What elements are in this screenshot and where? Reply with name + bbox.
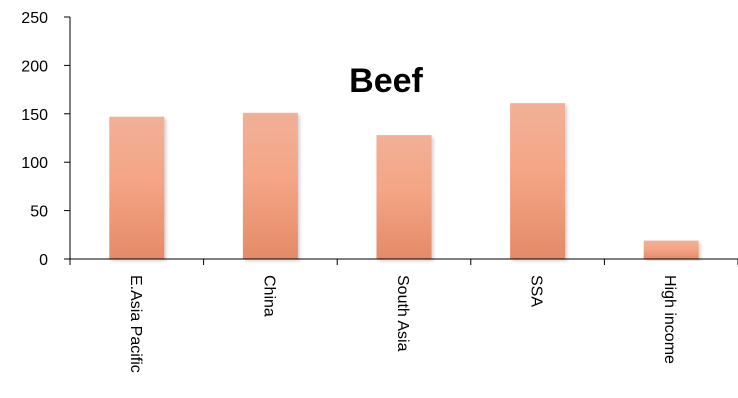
x-category-label: South Asia bbox=[394, 275, 411, 352]
x-category-label: SSA bbox=[528, 275, 545, 307]
bar bbox=[109, 116, 165, 259]
bar bbox=[643, 240, 699, 259]
y-tick-label: 150 bbox=[21, 107, 48, 124]
bar bbox=[376, 135, 432, 259]
y-axis-ticks: 0 50 100 150 200 250 bbox=[21, 10, 70, 269]
y-tick-label: 50 bbox=[30, 204, 48, 221]
bar bbox=[510, 103, 566, 259]
y-tick-label: 0 bbox=[39, 252, 48, 269]
y-tick-label: 250 bbox=[21, 10, 48, 27]
x-axis-ticks bbox=[69, 259, 738, 265]
chart-title: Beef bbox=[349, 62, 423, 100]
x-category-label: High income bbox=[661, 275, 678, 364]
category-labels: E.Asia Pacific China South Asia SSA High inc… bbox=[127, 275, 678, 373]
x-category-label: E.Asia Pacific bbox=[127, 275, 144, 373]
x-category-label: China bbox=[260, 275, 277, 317]
y-tick-label: 200 bbox=[21, 58, 48, 75]
y-tick-label: 100 bbox=[21, 155, 48, 172]
bars bbox=[109, 103, 699, 259]
bar bbox=[242, 112, 298, 259]
